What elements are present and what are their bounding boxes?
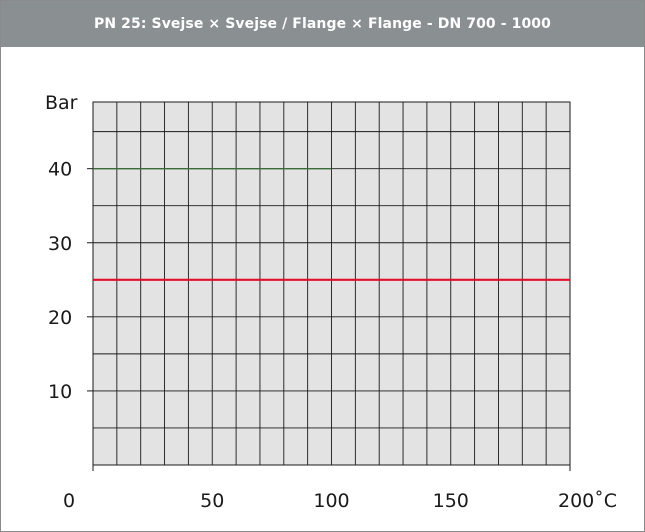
y-tick-label: 40 — [48, 159, 72, 181]
x-tick-label: 50 — [200, 490, 224, 512]
y-tick-label: 10 — [48, 381, 72, 403]
pressure-temperature-chart: 10 20 30 40 0 50 100 150 200˚C Bar — [45, 92, 617, 512]
y-tick-label: 30 — [48, 233, 72, 255]
x-tick-label: 0 — [63, 490, 75, 512]
axis-ticks — [87, 168, 571, 471]
tick-labels: 10 20 30 40 0 50 100 150 200˚C — [48, 159, 617, 512]
grid-lines — [93, 102, 570, 465]
series-lines — [93, 167, 570, 281]
chart-title: PN 25: Svejse × Svejse / Flange × Flange… — [1, 1, 644, 47]
x-tick-label: 100 — [313, 490, 349, 512]
x-tick-label: 150 — [433, 490, 469, 512]
y-axis-label: Bar — [45, 92, 78, 114]
y-tick-label: 20 — [48, 307, 72, 329]
x-tick-label: 200˚C — [558, 490, 617, 512]
